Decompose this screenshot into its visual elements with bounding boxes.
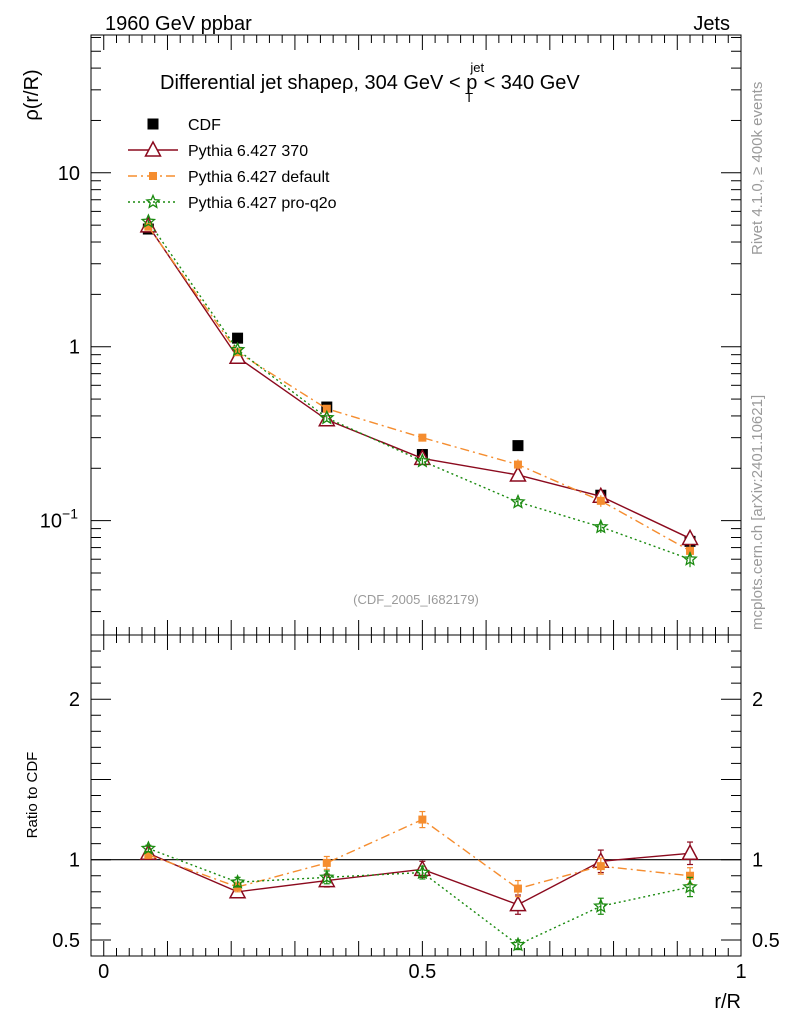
data-point-default — [144, 222, 153, 231]
analysis-watermark: (CDF_2005_I682179) — [353, 592, 479, 607]
legend-label-p370: Pythia 6.427 370 — [188, 143, 308, 160]
x-tick-label: 1 — [735, 961, 746, 983]
data-point-default — [513, 460, 522, 469]
header-category-label: Jets — [693, 13, 730, 35]
data-point-proq2o — [414, 452, 431, 468]
ratio-point-default — [418, 815, 427, 824]
series-line-proq2o — [147, 221, 691, 560]
ratio-series-proq2o — [140, 840, 698, 952]
mcplots-label: mcplots.cern.ch [arXiv:2401.10621] — [749, 395, 766, 630]
ratio-y-tick-label-left: 2 — [69, 689, 80, 711]
legend-marker-proq2o — [145, 193, 161, 209]
legend-marker-default — [149, 172, 157, 180]
ratio-point-p370 — [509, 895, 527, 912]
series-proq2o — [140, 213, 698, 568]
data-point-default — [322, 404, 331, 413]
title-subscript: T — [465, 90, 473, 105]
main-y-axis-label: ρ(r/R) — [21, 69, 43, 120]
ratio-y-tick-label-left: 0.5 — [52, 930, 80, 952]
data-point-proq2o — [140, 213, 157, 229]
x-tick-label: 0.5 — [408, 961, 436, 983]
series-line-p370 — [147, 225, 691, 540]
ratio-point-proq2o — [592, 897, 609, 913]
ratio-point-proq2o — [510, 936, 526, 952]
series-default — [144, 222, 695, 558]
rivet-version-label: Rivet 4.1.0, ≥ 400k events — [749, 82, 766, 255]
ratio-y-tick-label-right: 0.5 — [752, 930, 780, 952]
ratio-series-default — [144, 810, 695, 898]
ratio-line-default — [148, 818, 691, 890]
ratio-point-proq2o — [140, 840, 157, 856]
header-energy-label: 1960 GeV ppbar — [105, 13, 252, 35]
main-y-tick-label: 1 — [69, 337, 80, 359]
ratio-panel-frame — [90, 634, 742, 957]
ratio-y-tick-label-right: 2 — [752, 689, 763, 711]
data-point-cdf — [512, 440, 524, 452]
tick-base: 10 — [40, 511, 62, 533]
ratio-y-axis-label: Ratio to CDF — [24, 752, 41, 839]
data-point-p370 — [509, 465, 527, 482]
ratio-point-default — [513, 884, 522, 893]
title-superscript: jet — [469, 60, 484, 75]
data-point-proq2o — [682, 550, 698, 566]
main-data-layer — [139, 213, 699, 568]
legend-label-proq2o: Pythia 6.427 pro-q2o — [188, 195, 337, 212]
ratio-point-p370 — [681, 843, 699, 861]
legend-label-default: Pythia 6.427 default — [188, 169, 330, 186]
x-axis-label: r/R — [714, 991, 741, 1013]
data-point-proq2o — [229, 341, 246, 357]
ratio-y-tick-label-right: 1 — [752, 850, 763, 872]
ratio-point-proq2o — [229, 874, 246, 889]
legend-marker-cdf — [147, 118, 159, 130]
data-point-proq2o — [592, 518, 609, 534]
legend: CDF Pythia 6.427 370 Pythia 6.427 default P… — [128, 117, 337, 212]
legend-item-cdf: CDF — [147, 117, 221, 134]
ratio-point-default — [322, 858, 331, 867]
tick-exponent: −1 — [62, 506, 78, 522]
data-point-default — [418, 433, 427, 442]
data-point-default — [686, 546, 695, 555]
x-tick-label: 0 — [98, 961, 109, 983]
ratio-point-default — [686, 871, 695, 880]
series-cdf — [142, 223, 696, 547]
data-point-p370 — [228, 347, 247, 364]
series-p370 — [139, 216, 699, 547]
data-point-proq2o — [510, 493, 526, 509]
main-y-tick-label: 10 — [58, 163, 80, 185]
legend-label-cdf: CDF — [188, 117, 221, 134]
data-point-default — [596, 496, 605, 505]
ratio-point-default — [596, 862, 605, 871]
ratio-data-layer — [139, 810, 699, 952]
data-point-proq2o — [318, 409, 335, 425]
main-y-tick-label: 10−1 — [40, 506, 78, 533]
title-suffix: < 340 GeV — [478, 72, 580, 94]
ratio-y-tick-label-left: 1 — [69, 850, 80, 872]
legend-marker-p370 — [144, 140, 162, 157]
ratio-point-proq2o — [682, 878, 698, 894]
legend-item-default: Pythia 6.427 default — [128, 169, 330, 186]
ratio-point-proq2o — [319, 869, 335, 884]
data-point-cdf — [232, 332, 244, 344]
ratio-point-proq2o — [414, 864, 431, 880]
title-prefix: Differential jet shapeρ, 304 GeV < p — [160, 72, 477, 94]
ratio-line-proq2o — [148, 847, 691, 946]
legend-item-proq2o: Pythia 6.427 pro-q2o — [128, 193, 337, 212]
legend-item-p370: Pythia 6.427 370 — [128, 140, 308, 160]
chart-title: Differential jet shapeρ, 304 GeV < pjet T… — [160, 60, 580, 105]
ratio-point-default — [144, 850, 153, 859]
